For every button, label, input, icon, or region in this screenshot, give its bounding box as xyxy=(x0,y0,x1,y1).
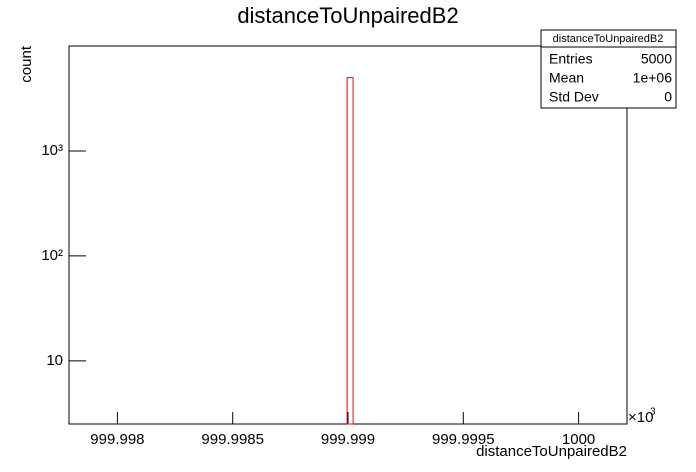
stats-box: distanceToUnpairedB2 Entries 5000 Mean 1… xyxy=(540,29,677,109)
stats-frame xyxy=(540,29,677,109)
bar xyxy=(346,77,354,425)
x-axis-label: distanceToUnpairedB2 xyxy=(476,443,627,460)
stats-value: 5000 xyxy=(641,51,672,67)
stats-value: 0 xyxy=(664,89,672,105)
stats-title: distanceToUnpairedB2 xyxy=(553,33,664,45)
chart-title: distanceToUnpairedB2 xyxy=(237,3,458,28)
stats-value: 1e+06 xyxy=(633,70,673,86)
x-tick-label: 999.999 xyxy=(321,431,375,448)
y-tick-label: 10 xyxy=(46,352,63,369)
x-multiplier: ×10 xyxy=(628,409,653,426)
y-tick-label: 10² xyxy=(41,247,63,264)
y-axis-label: count xyxy=(18,45,35,83)
x-tick-label: 1000 xyxy=(562,431,595,448)
stats-key: Std Dev xyxy=(549,89,599,105)
x-tick-label: 999.9985 xyxy=(201,431,264,448)
stats-key: Entries xyxy=(549,51,593,67)
x-tick-label: 999.9995 xyxy=(432,431,495,448)
x-multiplier-exponent: 3 xyxy=(650,407,656,418)
stats-key: Mean xyxy=(549,70,584,86)
y-tick-label: 10³ xyxy=(41,142,63,159)
x-tick-label: 999.998 xyxy=(90,431,144,448)
